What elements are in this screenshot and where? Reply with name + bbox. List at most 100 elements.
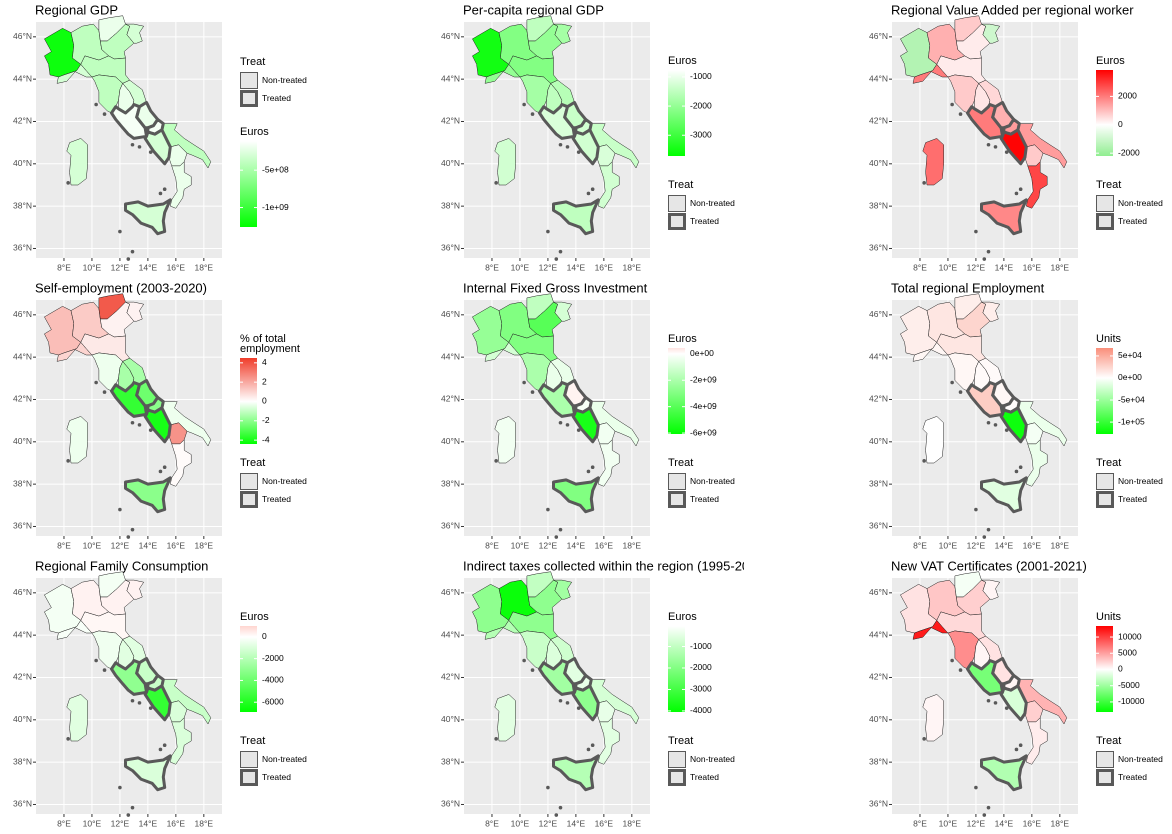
x-tick-label: 18°E [1051,540,1070,550]
islet [554,257,559,261]
region [125,23,144,44]
colorbar [668,70,685,156]
islet [1014,747,1019,752]
islet [1014,469,1019,474]
x-tick-label: 10°E [939,262,958,272]
colorbar-tick-label: -1e+05 [1118,416,1145,426]
y-tick-label: 44°N [869,351,888,361]
islet [158,747,163,752]
map-chart: Internal Fixed Gross Investment 8°E 10°E 12… [441,280,735,550]
x-tick-label: 8°E [57,818,71,828]
y-tick-label: 46°N [869,31,888,41]
y-tick-label: 44°N [13,73,32,83]
islet [522,380,526,385]
y-tick-label: 36°N [13,521,32,531]
x-tick-label: 12°E [539,818,558,828]
x-tick-label: 16°E [595,818,614,828]
islet [950,380,954,385]
region [999,128,1028,166]
colorbar-tick-label: -5e+04 [1118,394,1145,404]
islet [118,785,122,790]
islet [118,229,122,234]
legend-title: Units [1096,611,1122,623]
panel-title: Total regional Employment [891,280,1045,295]
legend-label: Non-treated [1118,198,1163,208]
x-tick-label: 16°E [595,262,614,272]
islet [558,698,563,703]
legend-title: Euros [668,333,697,345]
x-tick-label: 8°E [57,262,71,272]
islet [130,698,135,703]
islet [126,813,131,817]
x-tick-label: 14°E [139,262,158,272]
y-tick-label: 40°N [13,436,32,446]
colorbar-tick-label: -1000 [690,641,712,651]
region [552,476,600,514]
legend-key [668,195,686,212]
islet [558,527,563,532]
region [170,439,192,487]
islet [66,459,70,463]
y-tick-label: 36°N [13,799,32,809]
y-tick-label: 40°N [441,714,460,724]
region [66,416,88,464]
map-chart: New VAT Certificates (2001-2021) 8°E 10°E 1… [869,558,1163,828]
legend-label: Non-treated [1118,476,1163,486]
legend-title: Euros [668,55,697,67]
legend-key [668,751,686,768]
islet [586,191,591,196]
islet [1014,191,1019,196]
y-tick-label: 38°N [441,478,460,488]
legend-title: Treat [1096,735,1121,747]
islet [558,142,563,147]
legend-key [668,491,686,508]
y-tick-label: 44°N [869,73,888,83]
islet [102,668,107,672]
islet [974,507,978,512]
legend-label: Non-treated [690,754,735,764]
colorbar-tick-label: -4e+09 [690,401,717,411]
islet [1018,743,1023,748]
legend-title: % of total employment [240,333,300,355]
x-tick-label: 8°E [485,262,499,272]
islet [1018,187,1023,192]
panel-title: Regional Family Consumption [35,558,208,573]
x-tick-label: 12°E [967,818,986,828]
legend-title: Treat [1096,457,1121,469]
legend-label: Treated [1118,772,1147,782]
islet [494,181,498,185]
map-panel: Regional Family Consumption 8°E 10°E 12°E 14… [0,556,316,834]
legend-title: Treat [668,457,693,469]
x-tick-label: 16°E [595,540,614,550]
islet [530,668,535,672]
y-tick-label: 42°N [13,394,32,404]
islet [974,785,978,790]
colorbar-tick-label: -6e+09 [690,427,717,437]
legend-title: Euros [668,611,697,623]
x-tick-label: 18°E [1051,818,1070,828]
x-tick-label: 18°E [623,262,642,272]
y-tick-label: 46°N [441,31,460,41]
islet [137,145,142,149]
islet [522,102,526,107]
x-tick-label: 10°E [83,262,102,272]
islet [546,507,550,512]
region [980,198,1028,236]
legend-key [668,213,686,230]
region [1026,439,1048,487]
colorbar-tick-label: -2000 [690,100,712,110]
x-tick-label: 18°E [623,818,642,828]
islet [986,698,991,703]
x-tick-label: 16°E [1023,262,1042,272]
y-tick-label: 42°N [441,672,460,682]
islet [546,785,550,790]
x-tick-label: 12°E [111,818,130,828]
y-tick-label: 42°N [869,672,888,682]
colorbar-tick-label: 4 [262,357,267,367]
x-tick-label: 10°E [511,262,530,272]
y-tick-label: 40°N [13,714,32,724]
map-chart: Regional GDP 8°E 10°E 12°E 14°E 16°E 18°E 36°N 3… [13,2,307,272]
y-tick-label: 46°N [441,309,460,319]
legend-label: Non-treated [690,198,735,208]
colorbar-tick-label: 5e+04 [1118,350,1142,360]
